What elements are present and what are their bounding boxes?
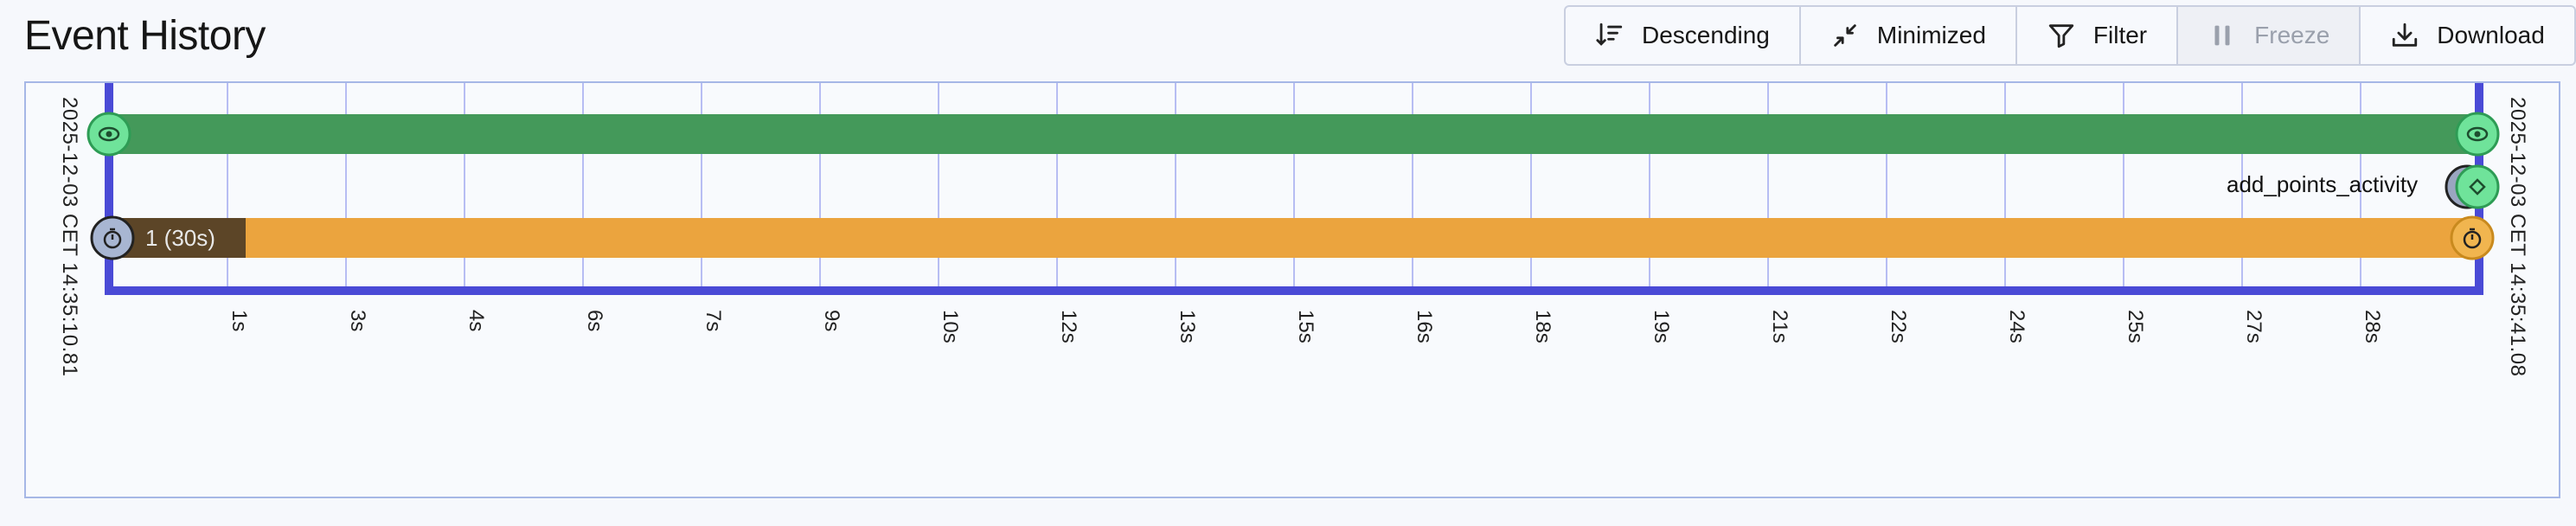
timeline-panel: 1s 3s 4s 6s 7s 9s 10s 12s 13s 15s 16s 18s 19s 21s 22s 2…: [24, 81, 2560, 498]
activity-diamond-glyph: [2469, 178, 2486, 196]
sort-descending-icon: [1596, 22, 1623, 46]
pause-icon: [2214, 25, 2230, 46]
page-title: Event History: [24, 13, 266, 59]
download-label: Download: [2437, 22, 2545, 48]
tick-label-10s: 10s: [939, 310, 962, 343]
workflow-lane-bar[interactable]: [116, 114, 2472, 154]
workflow-start-eye-icon-eye: [98, 126, 120, 142]
download-icon: [2393, 22, 2418, 47]
workflow-start-eye-icon-pupil: [106, 131, 112, 138]
end-timestamp: 2025-12-03 CET 14:35:41.08: [2506, 97, 2529, 377]
activity-label: add_points_activity: [2227, 171, 2419, 197]
tick-label-9s: 9s: [820, 310, 843, 331]
workflow-end-eye-icon-eye: [2466, 126, 2489, 142]
timer-badge-label: 1 (30s): [145, 225, 215, 251]
tick-label-15s: 15s: [1294, 310, 1317, 343]
tick-label-19s: 19s: [1650, 310, 1673, 343]
minimize-icon: [1834, 24, 1856, 47]
freeze-label: Freeze: [2254, 22, 2330, 48]
tick-label-25s: 25s: [2124, 310, 2147, 343]
timer-lane-bar[interactable]: [116, 218, 2472, 258]
workflow-end-eye-icon-pupil: [2474, 131, 2481, 138]
activity-diamond-icon[interactable]: [2455, 164, 2500, 209]
tick-label-1s: 1s: [227, 310, 251, 331]
filter-icon: [2048, 24, 2074, 48]
freeze-button[interactable]: Freeze: [2178, 7, 2361, 64]
tick-label-24s: 24s: [2005, 310, 2028, 343]
tick-label-28s: 28s: [2361, 310, 2384, 343]
filter-label: Filter: [2092, 22, 2148, 48]
toolbar: Descending Minimized Filter Freeze Downl…: [1564, 5, 2576, 66]
tick-label-22s: 22s: [1887, 310, 1910, 343]
descending-button[interactable]: Descending: [1566, 7, 1801, 64]
download-button[interactable]: Download: [2361, 7, 2574, 64]
minimized-button[interactable]: Minimized: [1801, 7, 2017, 64]
tick-label-13s: 13s: [1176, 310, 1199, 343]
tick-label-7s: 7s: [702, 310, 725, 331]
tick-label-4s: 4s: [465, 310, 488, 331]
tick-label-12s: 12s: [1057, 310, 1080, 343]
tick-label-16s: 16s: [1413, 310, 1436, 343]
start-timestamp: 2025-12-03 CET 14:35:10.81: [58, 97, 81, 377]
timeline-canvas: 1s 3s 4s 6s 7s 9s 10s 12s 13s 15s 16s 18s 19s 21s 22s 2…: [87, 83, 2500, 343]
minimized-label: Minimized: [1876, 22, 1986, 48]
filter-button[interactable]: Filter: [2017, 7, 2179, 64]
tick-label-27s: 27s: [2242, 310, 2265, 343]
timer-start-stopwatch-icon-dial: [103, 230, 122, 249]
descending-label: Descending: [1642, 22, 1770, 48]
tick-label-18s: 18s: [1531, 310, 1554, 343]
timer-badge[interactable]: [116, 218, 246, 258]
tick-label-3s: 3s: [346, 310, 369, 331]
tick-label-21s: 21s: [1768, 310, 1791, 343]
timer-end-stopwatch-icon-dial: [2463, 230, 2482, 249]
tick-label-6s: 6s: [583, 310, 606, 331]
